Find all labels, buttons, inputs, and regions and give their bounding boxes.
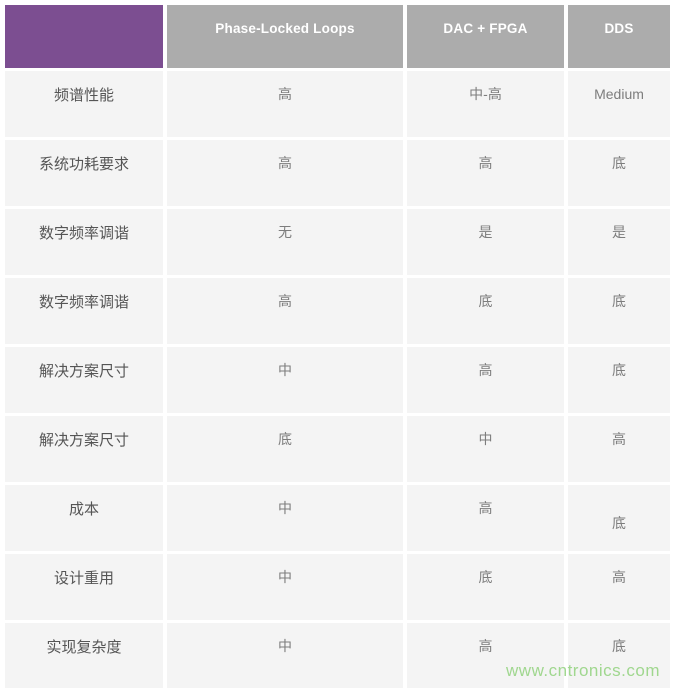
value-cell: 中 — [167, 554, 403, 620]
table-corner-cell — [5, 5, 163, 68]
watermark-text: www.cntronics.com — [506, 661, 660, 680]
value-cell: 中 — [407, 416, 564, 482]
value-cell: 高 — [407, 623, 564, 688]
value-cell: 底 — [568, 278, 670, 344]
row-label: 频谱性能 — [5, 71, 163, 137]
row-label: 设计重用 — [5, 554, 163, 620]
value-cell: 中 — [167, 623, 403, 688]
value-cell: 高 — [568, 416, 670, 482]
value-cell: 无 — [167, 209, 403, 275]
value-cell: 底 — [568, 347, 670, 413]
value-cell: 高 — [167, 140, 403, 206]
row-label: 实现复杂度 — [5, 623, 163, 688]
value-cell: 是 — [407, 209, 564, 275]
value-cell: 中 — [167, 347, 403, 413]
value-cell: 高 — [568, 554, 670, 620]
row-label: 成本 — [5, 485, 163, 551]
value-cell: 高 — [407, 140, 564, 206]
value-cell: 高 — [407, 347, 564, 413]
value-cell: 高 — [407, 485, 564, 551]
row-label: 数字频率调谐 — [5, 209, 163, 275]
value-cell: 是 — [568, 209, 670, 275]
column-header-phase-locked-loops: Phase-Locked Loops — [167, 5, 403, 68]
value-cell: 中 — [167, 485, 403, 551]
row-label: 系统功耗要求 — [5, 140, 163, 206]
row-label: 解决方案尺寸 — [5, 416, 163, 482]
value-cell: 底 — [568, 485, 670, 551]
value-cell: Medium — [568, 71, 670, 137]
value-cell: 底 — [407, 278, 564, 344]
value-cell: 底 — [407, 554, 564, 620]
row-label: 数字频率调谐 — [5, 278, 163, 344]
row-label: 解决方案尺寸 — [5, 347, 163, 413]
column-header-dds: DDS — [568, 5, 670, 68]
value-cell: 底 — [167, 416, 403, 482]
column-header-dac-fpga: DAC + FPGA — [407, 5, 564, 68]
value-cell: 高 — [167, 71, 403, 137]
value-cell: 底 — [568, 623, 670, 688]
value-cell: 中-高 — [407, 71, 564, 137]
value-cell: 底 — [568, 140, 670, 206]
value-cell: 高 — [167, 278, 403, 344]
